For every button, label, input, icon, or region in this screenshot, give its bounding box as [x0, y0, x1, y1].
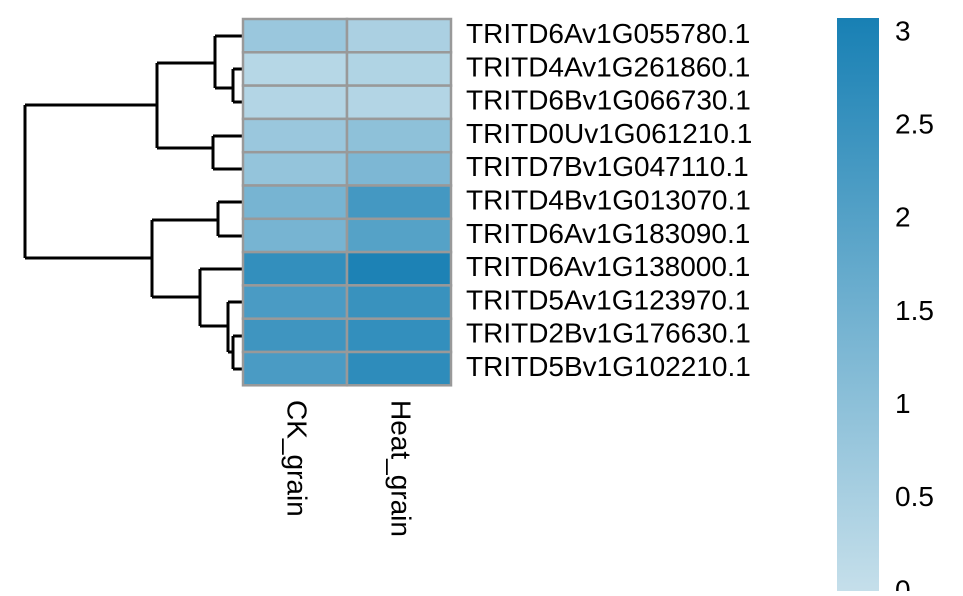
row-label: TRITD4Bv1G013070.1: [466, 185, 751, 216]
colorbar-tick-label: 1.5: [895, 295, 934, 326]
cell: [241, 250, 349, 287]
colorbar-tick-label: 2: [895, 202, 911, 233]
colorbar-tick-label: 0.5: [895, 481, 934, 512]
cell: [345, 284, 453, 320]
cell: [241, 117, 349, 154]
cell: [241, 184, 349, 221]
colorbar-tick-label: 3: [895, 15, 911, 46]
row-label: TRITD4Av1G261860.1: [466, 51, 750, 82]
cell: [345, 17, 453, 54]
colorbar-tick-label: 1: [895, 388, 911, 419]
cell: [345, 51, 453, 87]
heatmap: [241, 17, 453, 387]
dendrogram: [23, 34, 243, 371]
cell: [241, 17, 349, 54]
cell: [345, 184, 453, 221]
colorbar-tick-label: 2.5: [895, 108, 934, 139]
colorbar: [837, 18, 879, 596]
row-label: TRITD6Av1G138000.1: [466, 251, 750, 282]
row-label: TRITD6Bv1G066730.1: [466, 85, 751, 116]
cell: [345, 84, 453, 121]
cell: [345, 350, 453, 387]
row-label: TRITD6Av1G055780.1: [466, 18, 750, 49]
cell: [345, 250, 453, 287]
cell: [241, 284, 349, 320]
cell: [241, 217, 349, 254]
cell: [241, 317, 349, 354]
row-label: TRITD0Uv1G061210.1: [466, 118, 752, 149]
cell: [345, 117, 453, 154]
cell: [345, 217, 453, 254]
row-label: TRITD2Bv1G176630.1: [466, 318, 751, 349]
column-label: CK_grain: [282, 400, 313, 517]
cell: [241, 350, 349, 387]
cell: [345, 317, 453, 354]
cell: [241, 84, 349, 121]
cell: [345, 150, 453, 187]
row-label: TRITD5Bv1G102210.1: [466, 351, 751, 382]
row-label: TRITD7Bv1G047110.1: [466, 151, 749, 182]
cell: [241, 51, 349, 87]
row-label: TRITD6Av1G183090.1: [466, 218, 750, 249]
column-label: Heat_grain: [386, 400, 417, 537]
row-label: TRITD5Av1G123970.1: [466, 284, 750, 315]
colorbar-tick-label: 0: [895, 574, 911, 591]
cell: [241, 150, 349, 187]
